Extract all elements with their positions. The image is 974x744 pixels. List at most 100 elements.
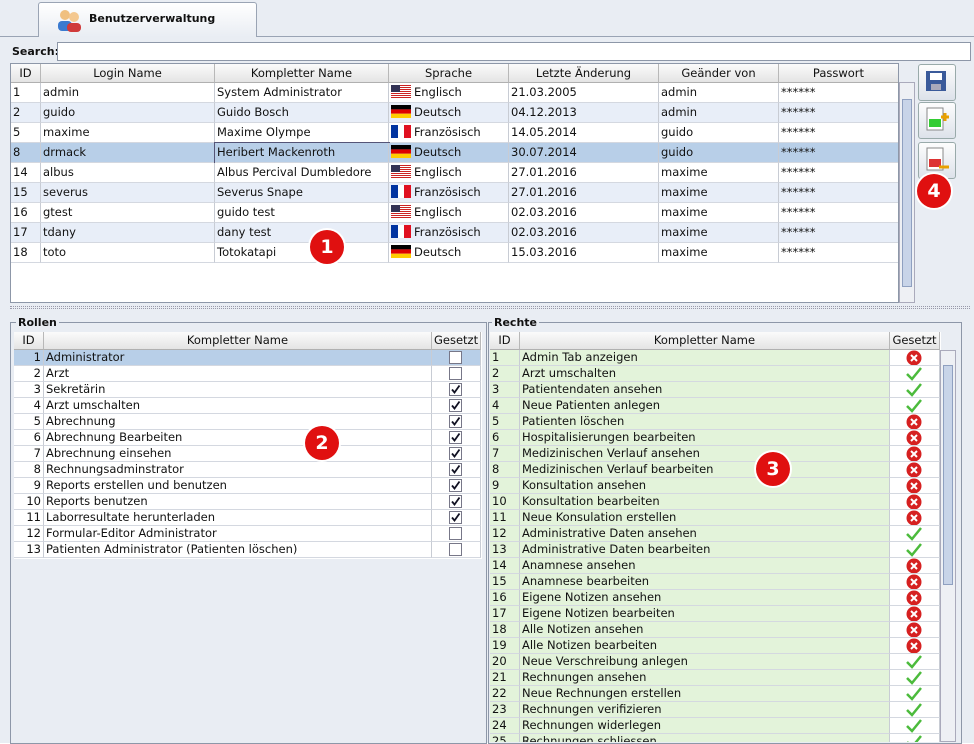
cell-text: Passwort [812,66,865,80]
table-cell: 15 [490,574,520,590]
cell-text: 02.03.2016 [511,205,577,219]
cell-text: 5 [13,125,21,139]
table-cell: Totokatapi [215,243,389,263]
table-cell: Abrechnung einsehen [44,446,432,462]
checkbox[interactable] [449,463,462,476]
table-cell [890,382,940,398]
table-cell: Eigene Notizen bearbeiten [520,606,890,622]
checkbox[interactable] [449,543,462,556]
cell-text: Eigene Notizen bearbeiten [522,606,675,620]
table-cell: Patientendaten ansehen [520,382,890,398]
table-cell: Administrator [44,350,432,366]
table-cell [890,494,940,510]
table-cell: Administrative Daten ansehen [520,526,890,542]
users-icon [58,10,81,32]
cell-text: 14 [492,558,507,572]
table-cell: admin [659,103,779,123]
checkbox[interactable] [449,351,462,364]
cell-text: Abrechnung einsehen [46,446,172,460]
table-cell: Rechnungsadminstrator [44,462,432,478]
cell-text: maxime [661,245,708,259]
table-cell: 19 [490,638,520,654]
column-header: ID [14,332,44,350]
splitter[interactable] [10,306,970,309]
cell-text: 30.07.2014 [511,145,577,159]
cell-text: Arzt [46,366,70,380]
table-cell: 6 [490,430,520,446]
cell-text: 4 [33,398,41,412]
table-cell: Alle Notizen ansehen [520,622,890,638]
table-cell [432,494,481,510]
checkbox[interactable] [449,415,462,428]
table-cell: guido [659,123,779,143]
table-cell: 13 [14,542,44,558]
cell-text: guido [661,145,694,159]
cell-text: Administrator [46,350,125,364]
table-cell: Patienten löschen [520,414,890,430]
cell-text: Abrechnung [46,414,116,428]
cell-text: Französisch [414,125,481,139]
table-cell [432,510,481,526]
table-cell: Alle Notizen bearbeiten [520,638,890,654]
table-cell: Reports benutzen [44,494,432,510]
users-scrollbar[interactable] [899,82,915,303]
checkbox[interactable] [449,527,462,540]
table-cell: dany test [215,223,389,243]
denied-icon [906,558,922,573]
table-cell: Rechnungen schliessen [520,734,890,742]
add-user-button[interactable] [918,102,956,139]
table-cell [432,414,481,430]
table-cell: 9 [14,478,44,494]
cell-text: Medizinischen Verlauf ansehen [522,446,700,460]
cell-text: 23 [492,702,507,716]
table-cell: 21.03.2005 [509,83,659,103]
checkbox[interactable] [449,399,462,412]
table-cell: 2 [490,366,520,382]
cell-text: Reports erstellen und benutzen [46,478,227,492]
save-button[interactable] [918,64,956,101]
table-cell: ****** [779,163,898,183]
cell-text: 4 [492,398,500,412]
remove-user-button[interactable] [918,142,956,179]
cell-text: 17 [13,225,28,239]
cell-text: 9 [33,478,41,492]
cell-text: ****** [781,125,816,139]
search-input[interactable] [57,42,971,61]
cell-text: 16 [13,205,28,219]
table-cell [890,654,940,670]
cell-text: 21 [492,670,507,684]
checkbox[interactable] [449,479,462,492]
table-cell: 8 [11,143,41,163]
table-cell: Englisch [389,163,509,183]
scroll-thumb[interactable] [943,365,953,585]
cell-text: Albus Percival Dumbledore [217,165,372,179]
table-cell [890,398,940,414]
table-cell [890,446,940,462]
table-cell: Abrechnung [44,414,432,430]
checkbox[interactable] [449,511,462,524]
cell-text: Deutsch [414,145,462,159]
checkbox[interactable] [449,383,462,396]
cell-text: 6 [492,430,500,444]
table-cell: 6 [14,430,44,446]
tab[interactable]: Benutzerverwaltung [38,2,257,37]
cell-text: 10 [492,494,507,508]
cell-text: 1 [33,350,41,364]
checkbox[interactable] [449,431,462,444]
cell-text: 14 [13,165,28,179]
cell-text: 22 [492,686,507,700]
checkbox[interactable] [449,367,462,380]
checkbox[interactable] [449,447,462,460]
cell-text: 24 [492,718,507,732]
checkbox[interactable] [449,495,462,508]
cell-text: Geänder von [681,66,756,80]
table-cell: maxime [41,123,215,143]
tab-title: Benutzerverwaltung [89,12,216,25]
scroll-thumb[interactable] [902,99,912,287]
granted-icon [906,719,922,733]
rights-scrollbar[interactable] [940,350,956,742]
cell-text: 1 [492,350,500,364]
table-cell: 24 [490,718,520,734]
table-cell [890,734,940,742]
denied-icon [906,350,922,365]
